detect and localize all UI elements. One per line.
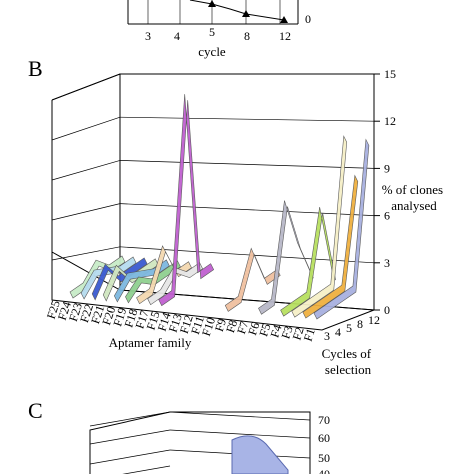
panel-a-right-tick: 0 xyxy=(305,12,311,26)
panel-a-markers xyxy=(208,0,288,23)
panel-b-family-label-F9: F9 xyxy=(212,317,229,333)
panel-b-series-F5 xyxy=(280,206,336,317)
panel-c-gridline-70 xyxy=(169,411,311,421)
panel-b-series-F19 xyxy=(136,245,192,305)
panel-b-family-label-F19: F19 xyxy=(110,306,129,328)
panel-a-marker-cycle-5 xyxy=(208,0,216,7)
panel-b-family-label-F15: F15 xyxy=(144,310,163,332)
panel-a-tick-12: 12 xyxy=(279,29,291,43)
panel-b-series-F17 xyxy=(158,94,215,307)
panel-b-gridline-9 xyxy=(119,160,375,169)
panel-c-ytick-40: 40 xyxy=(318,467,330,474)
panel-b-letter: B xyxy=(28,56,43,81)
panel-b-family-label-F7: F7 xyxy=(234,319,251,335)
panel-b-family-label-F8: F8 xyxy=(223,318,240,334)
panel-c-letter: C xyxy=(28,398,43,423)
panel-b-ytick-9: 9 xyxy=(384,161,390,175)
panel-c-gridlines xyxy=(89,411,311,474)
panel-c-side-gridline-60 xyxy=(89,429,171,445)
panel-b-family-label-F14: F14 xyxy=(155,311,174,333)
panel-b-family-label-F17: F17 xyxy=(132,308,151,330)
panel-c-side-gridline-70 xyxy=(89,411,171,427)
panel-b-series-F7 xyxy=(258,200,314,315)
panel-b-family-label-F5: F5 xyxy=(256,322,273,338)
panel-a-tick-5: 5 xyxy=(209,25,215,39)
panel-b-series-F24 xyxy=(80,256,137,300)
panel-b-ytick-0: 0 xyxy=(384,303,390,317)
panel-b-family-label-F13: F13 xyxy=(166,312,185,334)
panel-a-tick-labels: 3456812 xyxy=(145,25,291,43)
panel-b-series-F18 xyxy=(147,262,203,306)
panel-b-depth-label: Cycles of selection xyxy=(322,346,375,377)
panel-b-ytick-12: 12 xyxy=(384,114,396,128)
panel-b-gridlines xyxy=(51,73,380,311)
panel-b-ytick-6: 6 xyxy=(384,209,390,223)
panel-b-family-label-F6: F6 xyxy=(245,321,262,337)
panel-b-family-label-F2: F2 xyxy=(290,325,307,341)
panel-b-gridline-12 xyxy=(119,116,375,122)
panel-b-cycle-label-3: 3 xyxy=(324,329,330,343)
panel-b-cycle-label-5: 5 xyxy=(346,321,352,335)
panel-b-ytick-3: 3 xyxy=(384,256,390,270)
panel-a-tick-3: 3 xyxy=(145,29,151,43)
panel-b-depth-line1: Cycles of xyxy=(322,346,372,361)
panel-b-series-F10 xyxy=(224,247,281,312)
panel-b-depth-line2: selection xyxy=(325,362,372,377)
panel-b-series-F4 xyxy=(291,135,348,318)
panel-c-series-shape xyxy=(231,435,289,474)
panel-b-side-gridline-12 xyxy=(51,116,121,141)
panel-b-family-label-F12: F12 xyxy=(177,313,196,335)
panel-b-family-label-F20: F20 xyxy=(99,305,118,327)
panel-b-ylabel-line2: analysed xyxy=(391,198,437,213)
panel-b-gridline-6 xyxy=(119,203,375,216)
panel-c-side-gridline-40 xyxy=(122,465,171,474)
panel-b-side-gridline-6 xyxy=(51,203,121,221)
panel-b-family-label-F11: F11 xyxy=(188,314,207,336)
panel-c-side-gridline-50 xyxy=(89,449,171,465)
panel-a-tick-8: 8 xyxy=(244,29,250,43)
panel-c-y-tick-labels: 40 50 60 70 xyxy=(318,413,330,474)
panel-b-ytick-15: 15 xyxy=(384,67,396,81)
panel-b-family-label-F21: F21 xyxy=(88,303,107,325)
panel-b-family-label-F1: F1 xyxy=(301,327,318,343)
panel-c-ytick-60: 60 xyxy=(318,431,330,445)
panel-b-family-labels: F25F24F23F22F21F20F19F18F17F15F14F13F12F… xyxy=(44,299,318,343)
panel-a-xlabel: cycle xyxy=(198,44,226,59)
panel-b-cycle-label-8: 8 xyxy=(357,317,363,331)
panel-b-family-label-F23: F23 xyxy=(66,301,85,323)
panel-a: 3456812 0 cycle xyxy=(127,0,311,59)
panel-a-tick-4: 4 xyxy=(174,29,180,43)
panel-c: C 40 50 60 70 xyxy=(28,398,330,474)
panel-a-marker-cycle-8 xyxy=(242,10,250,17)
panel-b-side-gridline-15 xyxy=(51,73,121,101)
panel-b-ylabel: % of clones analysed xyxy=(382,182,447,213)
panel-b-series-F3 xyxy=(302,174,359,319)
panel-b-side-gridline-9 xyxy=(51,160,121,181)
panel-b-family-label-F10: F10 xyxy=(199,316,218,338)
panel-b-ylabel-line1: % of clones xyxy=(382,182,443,197)
panel-b-cycle-label-12: 12 xyxy=(368,313,380,327)
panel-b-family-label-F3: F3 xyxy=(278,324,295,340)
panel-b-family-label-F4: F4 xyxy=(267,323,284,339)
panel-a-marker-cycle-12 xyxy=(280,16,288,23)
panel-b-cycle-labels: 3 4 5 8 12 xyxy=(324,313,380,343)
panel-c-ytick-70: 70 xyxy=(318,413,330,427)
panel-c-ytick-50: 50 xyxy=(318,451,330,465)
panel-b-family-label-F18: F18 xyxy=(121,307,140,329)
panel-b-family-label-F25: F25 xyxy=(44,299,63,321)
panel-b-series-F2 xyxy=(313,138,370,320)
panel-c-gridline-60 xyxy=(169,429,311,439)
panel-b-side-gridline-3 xyxy=(51,246,121,261)
panel-a-series-line xyxy=(189,0,285,21)
panel-b-y-tick-labels: 0 3 6 9 12 15 xyxy=(384,67,396,317)
panel-b-family-label-F22: F22 xyxy=(77,302,96,324)
panel-b-xlabel: Aptamer family xyxy=(109,335,192,350)
panel-b-series xyxy=(69,94,370,320)
panel-b-cycle-label-4: 4 xyxy=(335,325,341,339)
panel-b-family-label-F24: F24 xyxy=(55,300,74,322)
